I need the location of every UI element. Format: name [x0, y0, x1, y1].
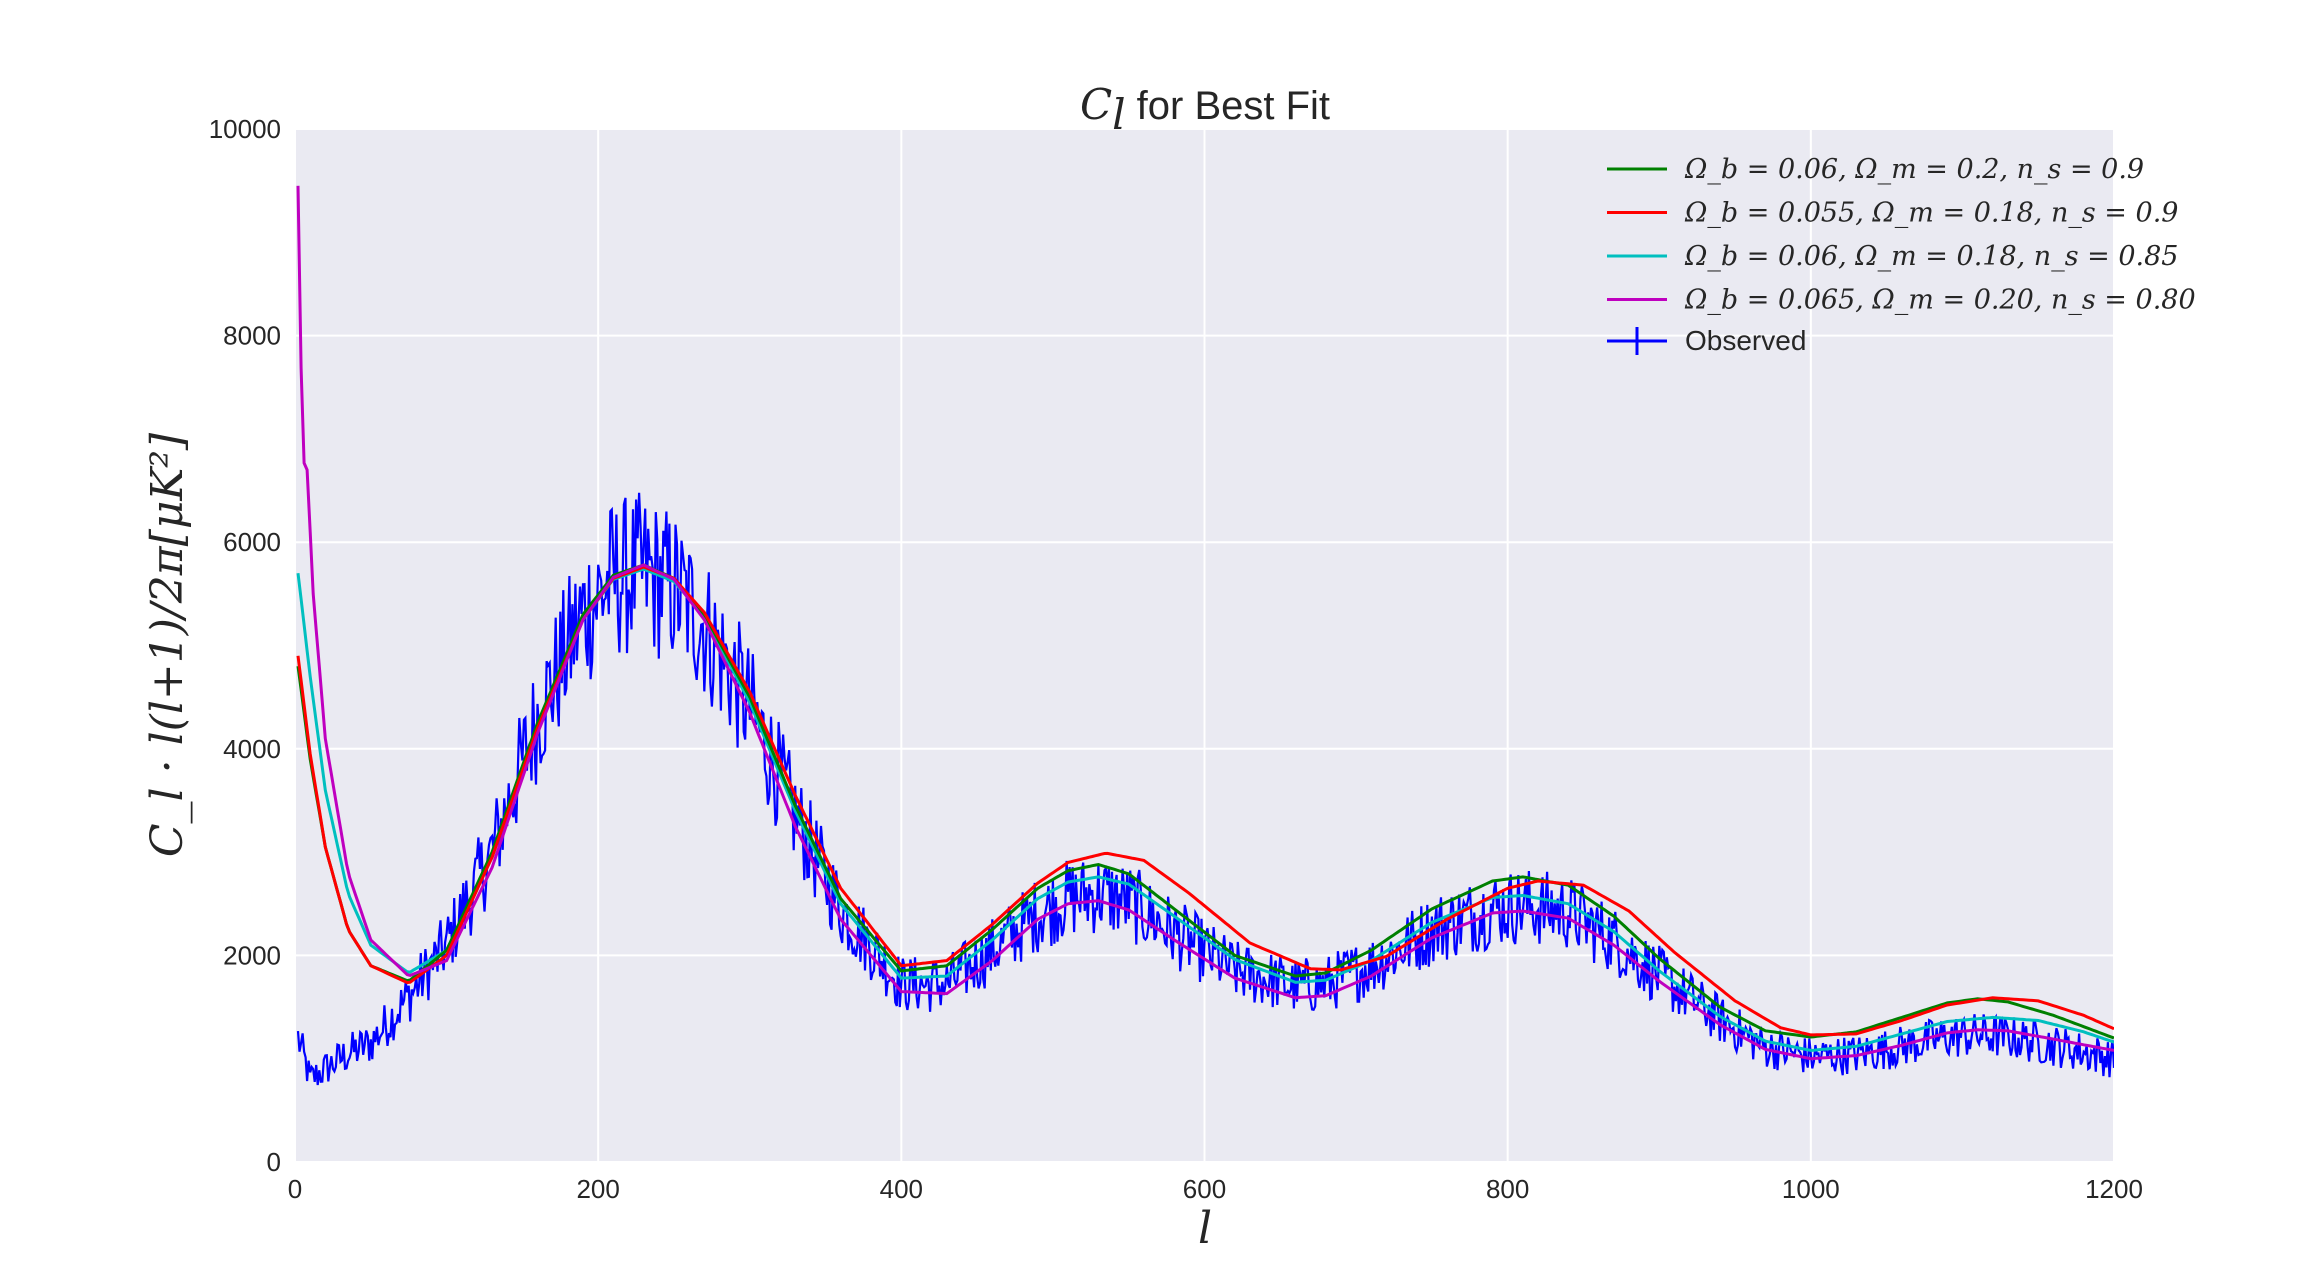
y-tick-label: 0 — [267, 1147, 281, 1177]
x-tick-label: 800 — [1486, 1174, 1529, 1204]
y-tick-label: 8000 — [223, 321, 281, 351]
y-tick-label: 6000 — [223, 527, 281, 557]
title-symbol-subscript: l — [1112, 90, 1125, 139]
chart-title: Cl for Best Fit — [1080, 80, 1330, 139]
x-tick-label: 200 — [576, 1174, 619, 1204]
title-text: for Best Fit — [1126, 84, 1331, 128]
y-tick-label: 10000 — [209, 114, 281, 144]
y-axis-label: C_l · l(l+1)/2π[μK²] — [142, 432, 193, 857]
legend-label-1: Ω_b = 0.06, Ω_m = 0.2, n_s = 0.9 — [1684, 154, 2144, 185]
y-tick-label: 4000 — [223, 734, 281, 764]
y-tick-label: 2000 — [223, 940, 281, 970]
x-tick-label: 1000 — [1782, 1174, 1840, 1204]
y-tick-labels: 0 2000 4000 6000 8000 10000 — [209, 114, 281, 1177]
legend-label-3: Ω_b = 0.06, Ω_m = 0.18, n_s = 0.85 — [1684, 241, 2178, 272]
x-tick-label: 0 — [288, 1174, 302, 1204]
series-line-1 — [296, 563, 2114, 1040]
x-tick-label: 600 — [1183, 1174, 1226, 1204]
x-tick-label: 400 — [880, 1174, 923, 1204]
x-axis-label: l — [1198, 1203, 1212, 1254]
model-curves-group — [296, 185, 2114, 1061]
legend-label-4: Ω_b = 0.065, Ω_m = 0.20, n_s = 0.80 — [1684, 285, 2196, 316]
title-symbol: C — [1080, 80, 1112, 129]
legend-label-2: Ω_b = 0.055, Ω_m = 0.18, n_s = 0.9 — [1684, 198, 2178, 229]
legend: Ω_b = 0.06, Ω_m = 0.2, n_s = 0.9 Ω_b = 0.… — [1607, 154, 2196, 356]
x-tick-label: 1200 — [2085, 1174, 2143, 1204]
grid-lines — [294, 128, 2115, 1163]
x-tick-labels: 0 200 400 600 800 1000 1200 — [288, 1174, 2143, 1204]
legend-label-observed: Observed — [1685, 325, 1806, 356]
series-line-4 — [296, 185, 2114, 1061]
